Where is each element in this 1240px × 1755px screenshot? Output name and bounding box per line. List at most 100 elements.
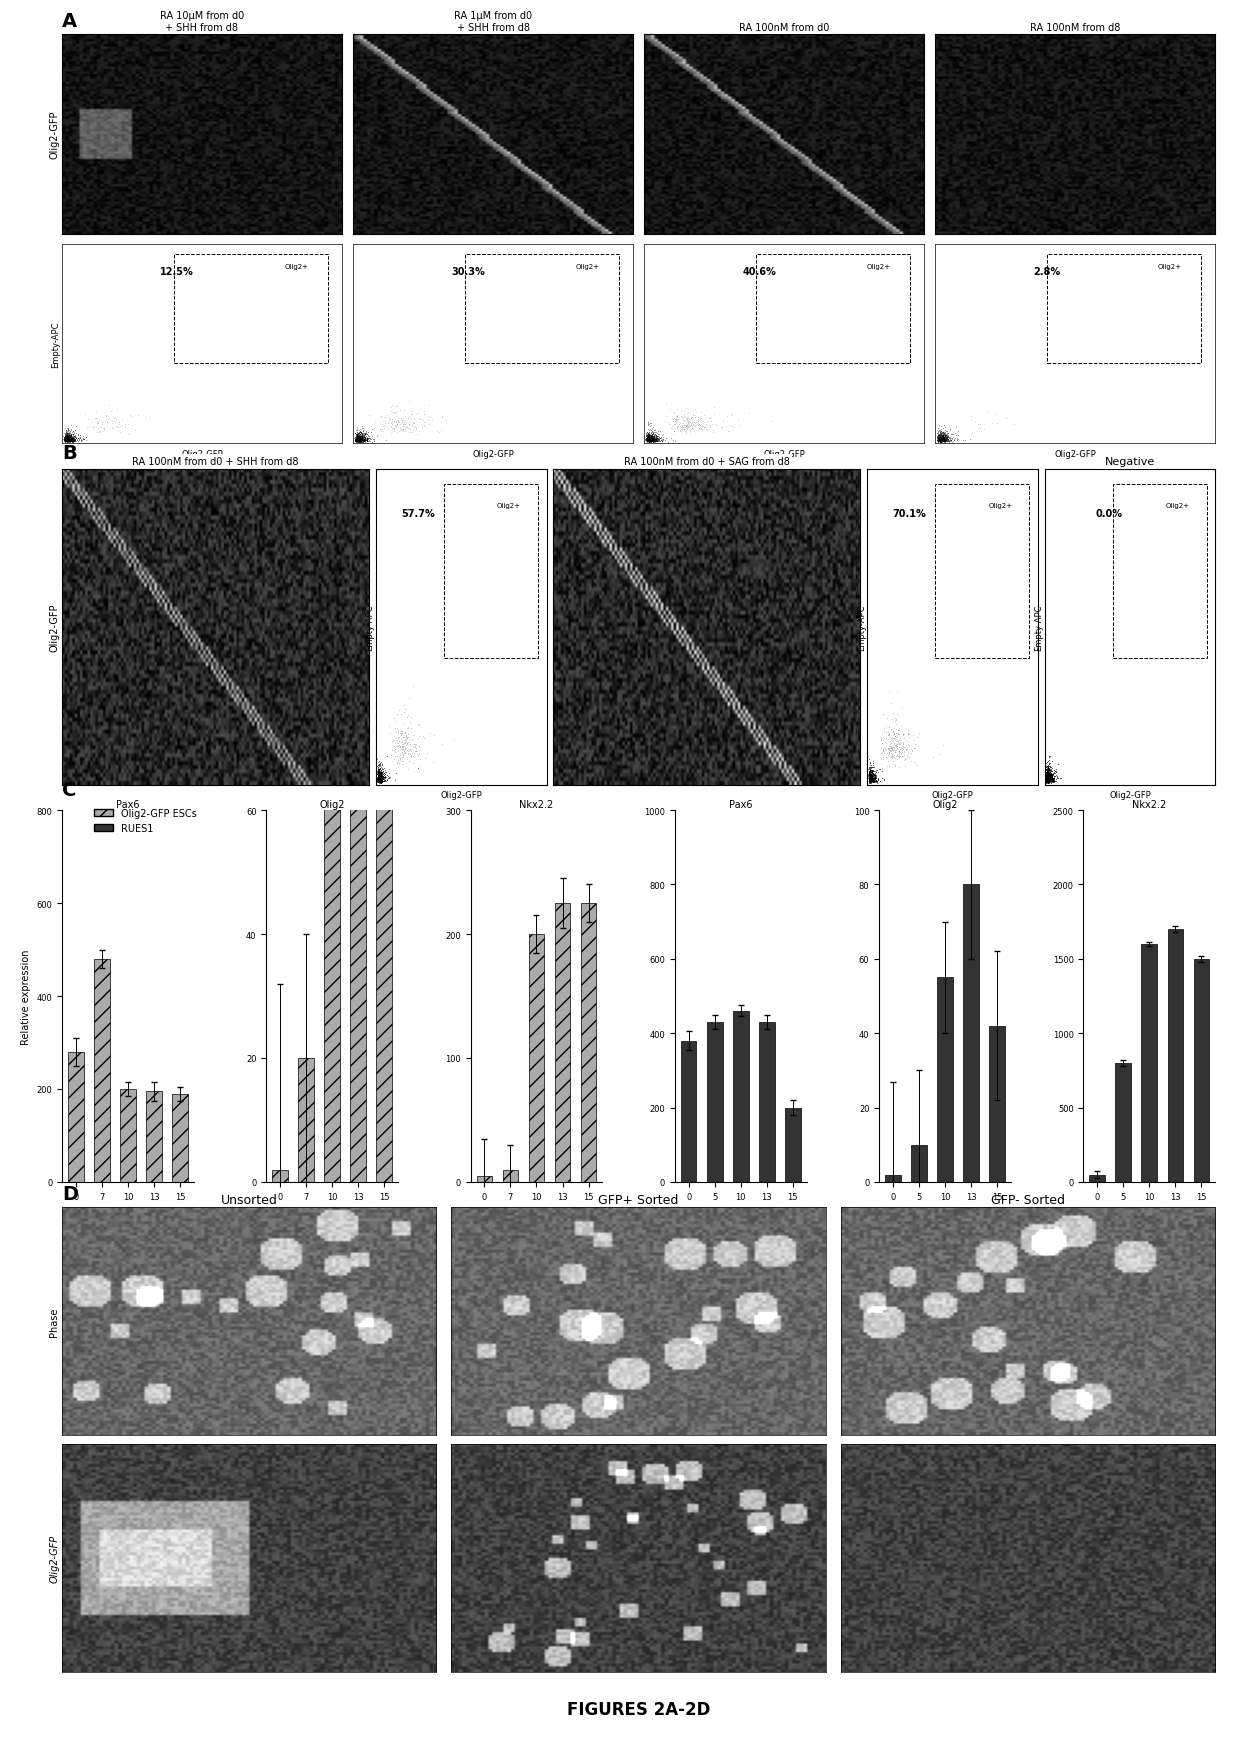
Point xyxy=(961,402,981,430)
Point xyxy=(345,428,365,456)
Point xyxy=(1038,767,1058,795)
Point xyxy=(1042,762,1061,790)
Point xyxy=(365,416,384,444)
Point xyxy=(367,769,387,797)
Point xyxy=(368,767,388,795)
Point xyxy=(58,426,78,455)
Point xyxy=(352,425,372,453)
Point xyxy=(931,428,951,456)
Point xyxy=(641,425,661,453)
Point xyxy=(352,428,372,456)
Point xyxy=(859,763,879,792)
Point xyxy=(357,428,377,456)
Point xyxy=(367,760,387,788)
Point xyxy=(370,765,389,793)
Point xyxy=(63,426,83,455)
Point xyxy=(352,425,372,453)
Point xyxy=(371,767,391,795)
Point xyxy=(399,411,419,439)
Point xyxy=(859,767,879,795)
Point xyxy=(376,767,396,795)
Point xyxy=(861,767,880,795)
Point xyxy=(641,428,661,456)
Point xyxy=(61,421,81,449)
Point xyxy=(58,428,78,456)
Point xyxy=(859,762,879,790)
Point xyxy=(76,423,95,451)
Point xyxy=(874,714,894,742)
Point xyxy=(382,737,402,765)
Point xyxy=(861,767,880,795)
Point xyxy=(862,763,882,792)
Point xyxy=(351,426,371,455)
Point xyxy=(348,426,368,455)
Point xyxy=(641,428,661,456)
Point xyxy=(1038,756,1058,784)
Point xyxy=(935,428,955,456)
Point xyxy=(862,763,882,792)
Point xyxy=(1037,760,1056,788)
Point xyxy=(859,769,879,797)
Point xyxy=(686,398,706,426)
Point xyxy=(934,425,954,453)
Point xyxy=(368,763,388,792)
Point xyxy=(346,426,366,455)
Point xyxy=(861,767,880,795)
Point xyxy=(389,742,409,770)
Point xyxy=(346,426,366,455)
Point xyxy=(677,407,697,435)
Point xyxy=(1039,762,1059,790)
Point xyxy=(355,426,374,455)
Point xyxy=(57,423,77,451)
Point xyxy=(640,426,660,455)
Point xyxy=(374,765,394,793)
Point xyxy=(55,428,74,456)
Point xyxy=(861,756,880,784)
Point xyxy=(640,426,660,455)
Point xyxy=(115,411,135,439)
Point xyxy=(932,425,952,453)
Point xyxy=(371,755,391,783)
Point xyxy=(641,425,661,453)
Point xyxy=(879,721,899,749)
Point xyxy=(352,426,372,455)
Point xyxy=(929,425,949,453)
Point xyxy=(672,412,692,441)
Point xyxy=(401,398,420,426)
Point xyxy=(372,751,392,779)
Point xyxy=(1039,769,1059,797)
Point xyxy=(56,425,76,453)
Point xyxy=(650,426,670,455)
Point xyxy=(893,730,913,758)
Point xyxy=(1042,763,1061,792)
Point xyxy=(639,423,658,451)
Point xyxy=(391,741,410,769)
Point xyxy=(1038,765,1058,793)
Point xyxy=(1044,767,1064,795)
Point xyxy=(1037,748,1056,776)
Point xyxy=(350,423,370,451)
Point xyxy=(861,765,880,793)
Point xyxy=(350,421,370,449)
Point xyxy=(368,758,388,786)
Point xyxy=(864,763,884,792)
Point xyxy=(937,426,957,455)
Point xyxy=(57,425,77,453)
Point xyxy=(381,412,401,441)
Point xyxy=(346,425,366,453)
Point xyxy=(641,419,661,448)
Point xyxy=(673,416,693,444)
Point xyxy=(1037,765,1056,793)
Point xyxy=(370,762,389,790)
Point xyxy=(348,426,368,455)
Point xyxy=(370,760,389,788)
Point xyxy=(58,425,78,453)
Point xyxy=(372,767,392,795)
Point xyxy=(352,419,372,448)
Point xyxy=(639,423,658,451)
Point xyxy=(934,428,954,456)
Point xyxy=(862,763,882,792)
Point xyxy=(58,426,78,455)
Point xyxy=(346,419,366,448)
Point xyxy=(1039,762,1059,790)
